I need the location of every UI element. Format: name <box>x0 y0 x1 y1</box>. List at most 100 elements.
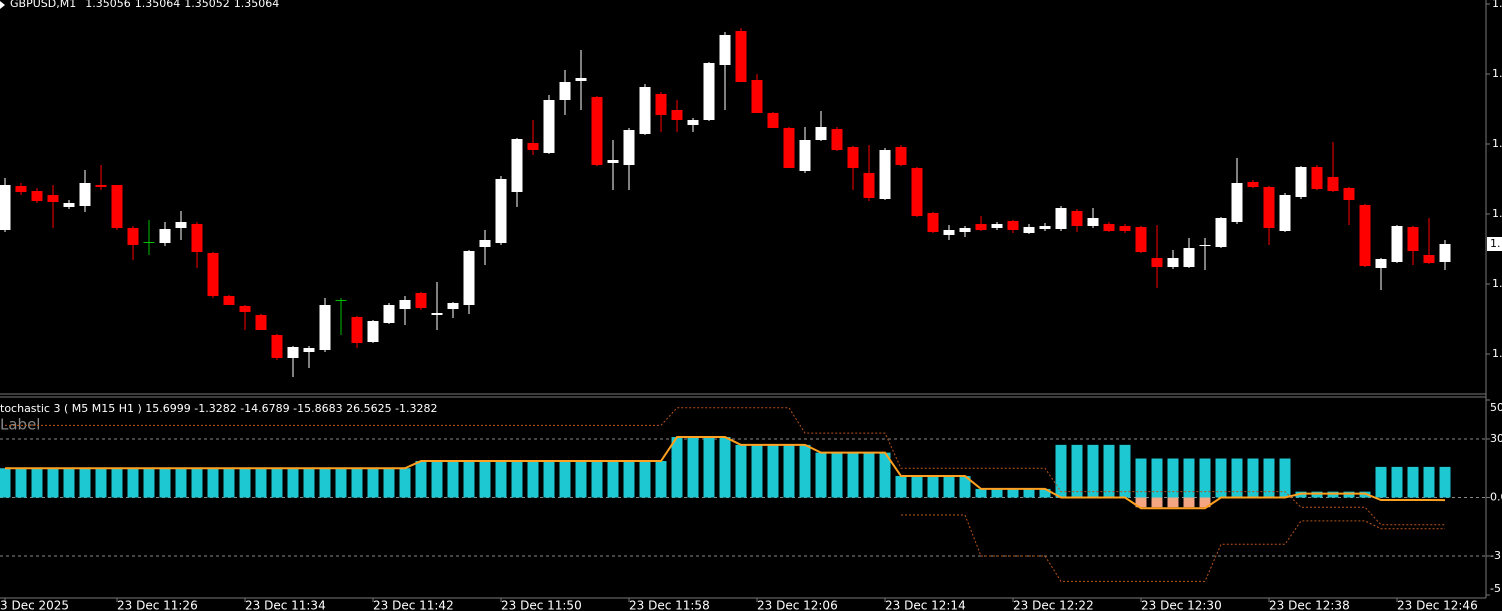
candle-body <box>591 97 603 165</box>
histogram-bar <box>591 461 603 498</box>
candle-body <box>255 315 267 330</box>
candle-body <box>367 321 379 342</box>
candle-body <box>559 82 571 100</box>
histogram-bar <box>367 468 379 498</box>
header-value: 1.35056 <box>85 0 131 10</box>
histogram-bar <box>15 468 27 498</box>
histogram-bar <box>111 468 123 498</box>
candle-body <box>607 160 619 163</box>
histogram-bar <box>1279 458 1291 498</box>
candle-body <box>335 300 347 301</box>
histogram-bar <box>735 444 747 498</box>
time-label: 23 Dec 11:50 <box>501 599 582 611</box>
histogram-bar <box>1183 458 1195 498</box>
indicator-tick-label: -5 <box>1490 582 1501 595</box>
candle-body <box>623 130 635 165</box>
candle-body <box>655 94 667 115</box>
histogram-bar <box>1231 458 1243 498</box>
time-label: 23 Dec 11:58 <box>629 599 710 611</box>
price-tick-label: 1. <box>1492 277 1502 290</box>
indicator-title: tochastic 3 ( M5 M15 H1 ) 15.6999 -1.328… <box>0 402 438 415</box>
header-value: 1.35064 <box>234 0 280 10</box>
time-label: 23 Dec 12:14 <box>885 599 966 611</box>
histogram-bar <box>1167 458 1179 498</box>
candle-body <box>1039 226 1051 229</box>
candle-body <box>751 80 763 113</box>
candle-body <box>463 251 475 305</box>
histogram-bar <box>687 437 699 498</box>
indicator-tick-label: 30 <box>1490 432 1502 445</box>
histogram-bar <box>719 437 731 498</box>
histogram-bar <box>1087 444 1099 498</box>
histogram-bar <box>127 468 139 498</box>
candle-body <box>1183 248 1195 267</box>
time-label: 23 Dec 12:38 <box>1269 599 1350 611</box>
candle-body <box>399 300 411 309</box>
candle-body <box>447 303 459 309</box>
candle-body <box>783 128 795 168</box>
candle-body <box>1311 167 1323 189</box>
symbol-arrow <box>0 1 5 9</box>
candle-body <box>1359 205 1371 266</box>
histogram-bar <box>495 461 507 498</box>
histogram-bar <box>1375 466 1387 498</box>
candle-body <box>303 348 315 352</box>
candle-body <box>959 228 971 232</box>
current-price-label: 1. <box>1490 237 1501 250</box>
candle-body <box>1295 167 1307 197</box>
candle-body <box>1023 227 1035 233</box>
candle-body <box>95 185 107 187</box>
candle-body <box>1151 258 1163 267</box>
histogram-bar <box>47 468 59 498</box>
histogram-bar <box>63 468 75 498</box>
histogram-bar <box>1247 458 1259 498</box>
candle-body <box>0 185 11 230</box>
histogram-bar <box>1391 466 1403 498</box>
candle-body <box>31 191 43 201</box>
histogram-bar <box>1199 458 1211 498</box>
histogram-bar <box>783 444 795 498</box>
header-value: 1.35064 <box>135 0 181 10</box>
candle-body <box>383 305 395 323</box>
histogram-bar <box>1023 488 1035 498</box>
candle-body <box>143 242 155 243</box>
candle-body <box>703 63 715 120</box>
indicator-tick-label: 0.0 <box>1490 491 1502 504</box>
candle-body <box>767 113 779 128</box>
candle-body <box>815 127 827 140</box>
histogram-bar <box>191 468 203 498</box>
histogram-bar <box>95 468 107 498</box>
candle-body <box>1327 177 1339 191</box>
candle-body <box>975 224 987 230</box>
histogram-bar <box>207 468 219 498</box>
histogram-bar <box>943 476 955 498</box>
candle-body <box>127 228 139 245</box>
candle-body <box>799 140 811 171</box>
candle-body <box>271 335 283 358</box>
histogram-bar <box>351 468 363 498</box>
histogram-bar <box>767 444 779 498</box>
candle-body <box>479 240 491 247</box>
histogram-bar <box>1103 444 1115 498</box>
candle-body <box>175 222 187 228</box>
candle-body <box>415 293 427 308</box>
candle-body <box>111 185 123 228</box>
price-tick-label: 1. <box>1492 207 1502 220</box>
histogram-bar <box>799 444 811 498</box>
candle-body <box>47 195 59 202</box>
candle-body <box>1215 218 1227 247</box>
histogram-bar <box>639 461 651 498</box>
candle-body <box>1423 255 1435 263</box>
candle-body <box>687 120 699 125</box>
candle-body <box>239 306 251 312</box>
histogram-bar <box>335 468 347 498</box>
candle-body <box>159 229 171 243</box>
price-tick-label: 1. <box>1492 137 1502 150</box>
histogram-bar <box>1007 488 1019 498</box>
candle-body <box>15 186 27 192</box>
candle-body <box>575 78 587 81</box>
histogram-bar <box>255 468 267 498</box>
histogram-bar <box>655 461 667 498</box>
price-tick-label: 1. <box>1492 347 1502 360</box>
